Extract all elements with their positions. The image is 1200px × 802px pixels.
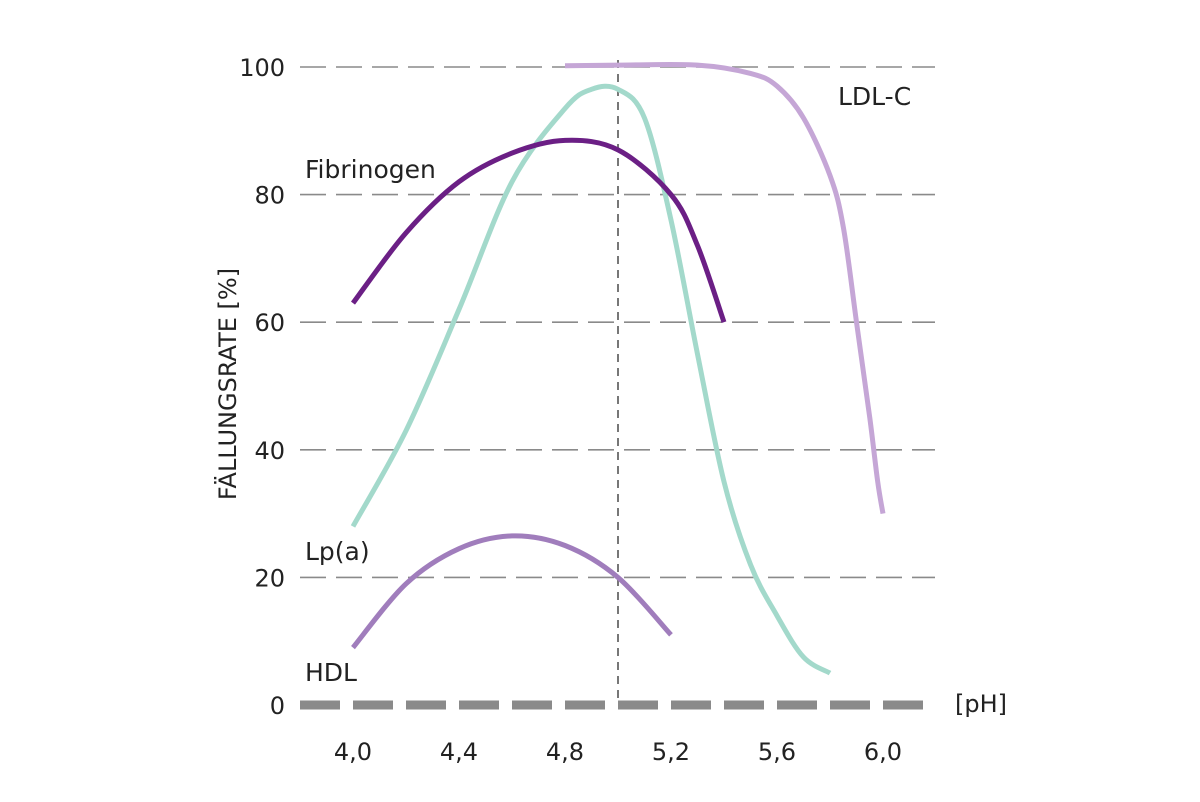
series-line-ldl-c bbox=[564, 61, 886, 515]
series-line-hdl bbox=[351, 533, 673, 650]
series-label-lp-a: Lp(a) bbox=[305, 537, 370, 566]
x-tick-label-4-0: 4,0 bbox=[334, 738, 372, 766]
y-tick-label-20: 20 bbox=[254, 564, 285, 592]
y-tick-label-0: 0 bbox=[270, 692, 285, 720]
series-label-fibrinogen: Fibrinogen bbox=[305, 155, 436, 184]
gridlines bbox=[300, 66, 935, 579]
series-lines bbox=[350, 61, 886, 676]
series-line-lp-a bbox=[350, 83, 832, 676]
y-tick-label-60: 60 bbox=[254, 309, 285, 337]
x-axis-title: [pH] bbox=[955, 690, 1007, 718]
y-tick-label-40: 40 bbox=[254, 437, 285, 465]
x-tick-label-4-4: 4,4 bbox=[440, 738, 478, 766]
x-tick-label-6-0: 6,0 bbox=[864, 738, 902, 766]
x-tick-labels: 4,0 4,4 4,8 5,2 5,6 6,0 bbox=[334, 738, 902, 766]
y-tick-labels: 0 20 40 60 80 100 bbox=[239, 54, 285, 720]
y-tick-label-100: 100 bbox=[239, 54, 285, 82]
series-label-hdl: HDL bbox=[305, 658, 357, 687]
y-tick-label-80: 80 bbox=[254, 182, 285, 210]
x-tick-label-4-8: 4,8 bbox=[546, 738, 584, 766]
series-label-ldl-c: LDL-C bbox=[838, 82, 911, 111]
x-tick-label-5-6: 5,6 bbox=[758, 738, 796, 766]
y-axis-title: FÄLLUNGSRATE [%] bbox=[213, 268, 242, 500]
series-line-fibrinogen bbox=[351, 137, 727, 324]
x-tick-label-5-2: 5,2 bbox=[652, 738, 690, 766]
